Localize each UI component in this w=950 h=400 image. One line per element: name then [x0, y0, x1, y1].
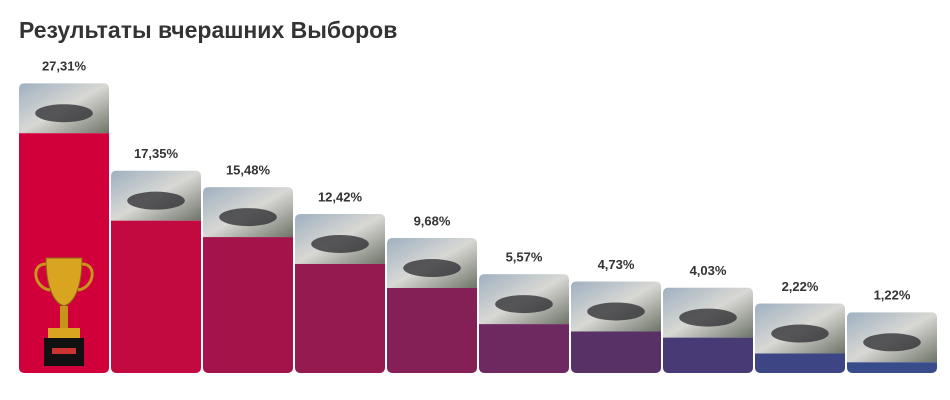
photo-car [679, 308, 737, 327]
bar [663, 337, 753, 373]
bar [755, 353, 845, 373]
photo-car [495, 295, 553, 314]
bar-column [295, 213, 385, 373]
photo-car [771, 324, 829, 343]
photo-car [219, 208, 277, 227]
photo-car [863, 333, 921, 352]
photo-car [35, 104, 93, 123]
value-label: 17,35% [134, 146, 179, 161]
bar [479, 324, 569, 373]
photo-car [127, 191, 185, 210]
trophy-stem [60, 306, 68, 328]
bar-column [755, 303, 845, 373]
bar-column [847, 312, 937, 373]
bar-column [387, 238, 477, 373]
bar-column [571, 281, 661, 373]
trophy-cup [45, 257, 83, 307]
trophy-plate [52, 348, 76, 354]
value-label: 5,57% [506, 250, 543, 265]
bar [571, 331, 661, 373]
bar-column [111, 170, 201, 373]
value-label: 12,42% [318, 189, 363, 204]
photo-car [587, 302, 645, 321]
value-label: 15,48% [226, 163, 271, 178]
value-label: 27,31% [42, 59, 87, 74]
bar-column [663, 287, 753, 373]
photo-car [403, 259, 461, 278]
value-label: 2,22% [782, 279, 819, 294]
bar [387, 288, 477, 373]
bar [203, 237, 293, 373]
bar-column [203, 187, 293, 373]
trophy-icon [34, 257, 94, 366]
bar [847, 362, 937, 373]
photo-car [311, 234, 369, 253]
bar-column [479, 274, 569, 373]
value-label: 1,22% [874, 288, 911, 303]
trophy-handles [34, 262, 94, 292]
value-label: 9,68% [414, 213, 451, 228]
chart-title: Результаты вчерашних Выборов [19, 17, 397, 43]
value-label: 4,03% [690, 263, 727, 278]
bar [295, 263, 385, 373]
value-label: 4,73% [598, 257, 635, 272]
bar [111, 220, 201, 373]
bars: 27,31% 17,35% 15,48% 12,42% 9,68% 5,57% 4,73% 4… [19, 59, 937, 373]
trophy-base [48, 328, 80, 338]
